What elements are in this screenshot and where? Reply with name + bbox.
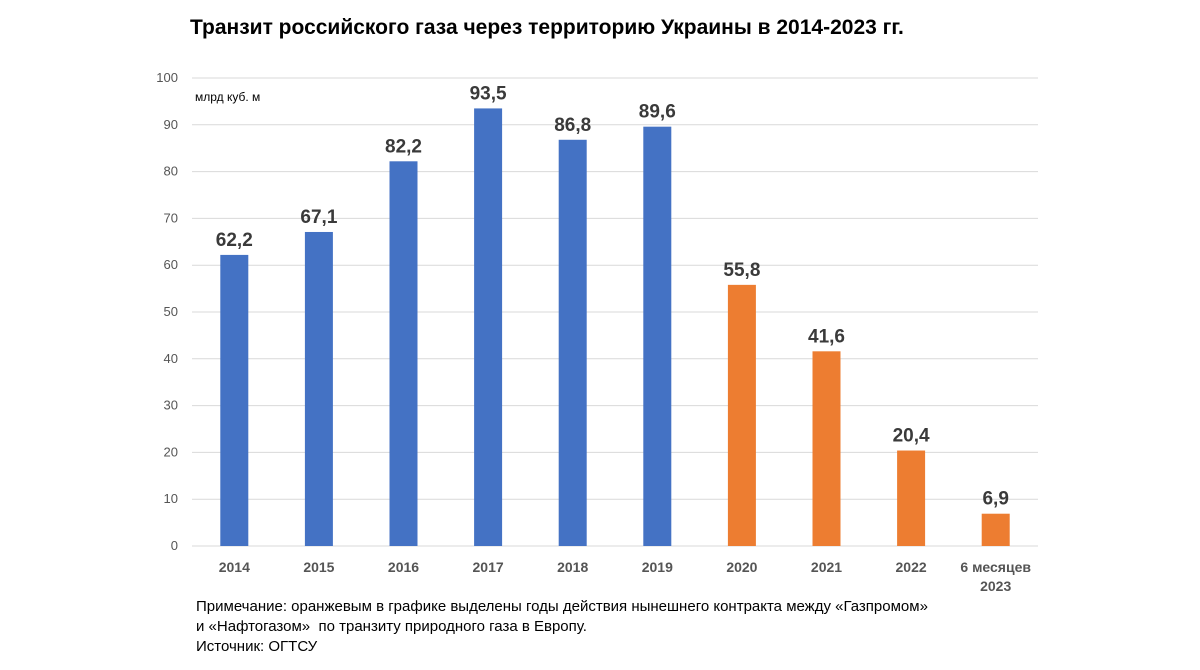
y-tick-label: 80 [164, 164, 178, 179]
note-line-2: и «Нафтогазом» по транзиту природного га… [196, 618, 587, 635]
data-label: 86,8 [554, 115, 591, 136]
y-tick-label: 10 [164, 491, 178, 506]
chart-note: Примечание: оранжевым в графике выделены… [196, 597, 928, 657]
y-tick-label: 60 [164, 257, 178, 272]
x-tick-label: 2016 [388, 559, 419, 575]
data-label: 67,1 [300, 207, 337, 228]
bar [220, 254, 249, 547]
x-tick-label: 2022 [896, 559, 927, 575]
y-unit-label: млрд куб. м [195, 90, 260, 104]
x-tick-label: 2015 [303, 559, 334, 575]
data-label: 89,6 [639, 102, 676, 123]
y-tick-label: 50 [164, 304, 178, 319]
data-label: 62,2 [216, 230, 253, 251]
data-label: 55,8 [723, 260, 760, 281]
bar [897, 450, 926, 546]
x-tick-label: 2020 [726, 559, 757, 575]
data-label: 6,9 [982, 489, 1008, 510]
data-label: 93,5 [470, 83, 507, 104]
bar [389, 161, 418, 546]
note-line-1: Примечание: оранжевым в графике выделены… [196, 598, 928, 615]
bar [304, 231, 333, 547]
bar [558, 139, 587, 546]
data-label: 82,2 [385, 136, 422, 157]
y-tick-label: 70 [164, 210, 178, 225]
bar [812, 351, 841, 546]
x-tick-label: 2017 [473, 559, 504, 575]
x-tick-label: 2023 [980, 578, 1011, 594]
y-tick-label: 20 [164, 444, 178, 459]
y-tick-label: 0 [171, 538, 178, 553]
y-tick-label: 40 [164, 351, 178, 366]
x-tick-label: 2014 [219, 559, 250, 575]
bar [981, 513, 1010, 546]
x-tick-label: 2021 [811, 559, 842, 575]
y-tick-label: 30 [164, 398, 178, 413]
data-label: 41,6 [808, 326, 845, 347]
x-tick-label: 6 месяцев [960, 559, 1031, 575]
y-tick-label: 100 [156, 70, 178, 85]
chart-title: Транзит российского газа через территори… [190, 16, 904, 39]
y-tick-label: 90 [164, 117, 178, 132]
source-line: Источник: ОГТСУ [196, 638, 318, 655]
bar [643, 126, 672, 546]
x-tick-label: 2019 [642, 559, 673, 575]
data-label: 20,4 [893, 426, 930, 447]
bar [474, 108, 503, 547]
x-tick-label: 2018 [557, 559, 588, 575]
bar [727, 284, 756, 546]
